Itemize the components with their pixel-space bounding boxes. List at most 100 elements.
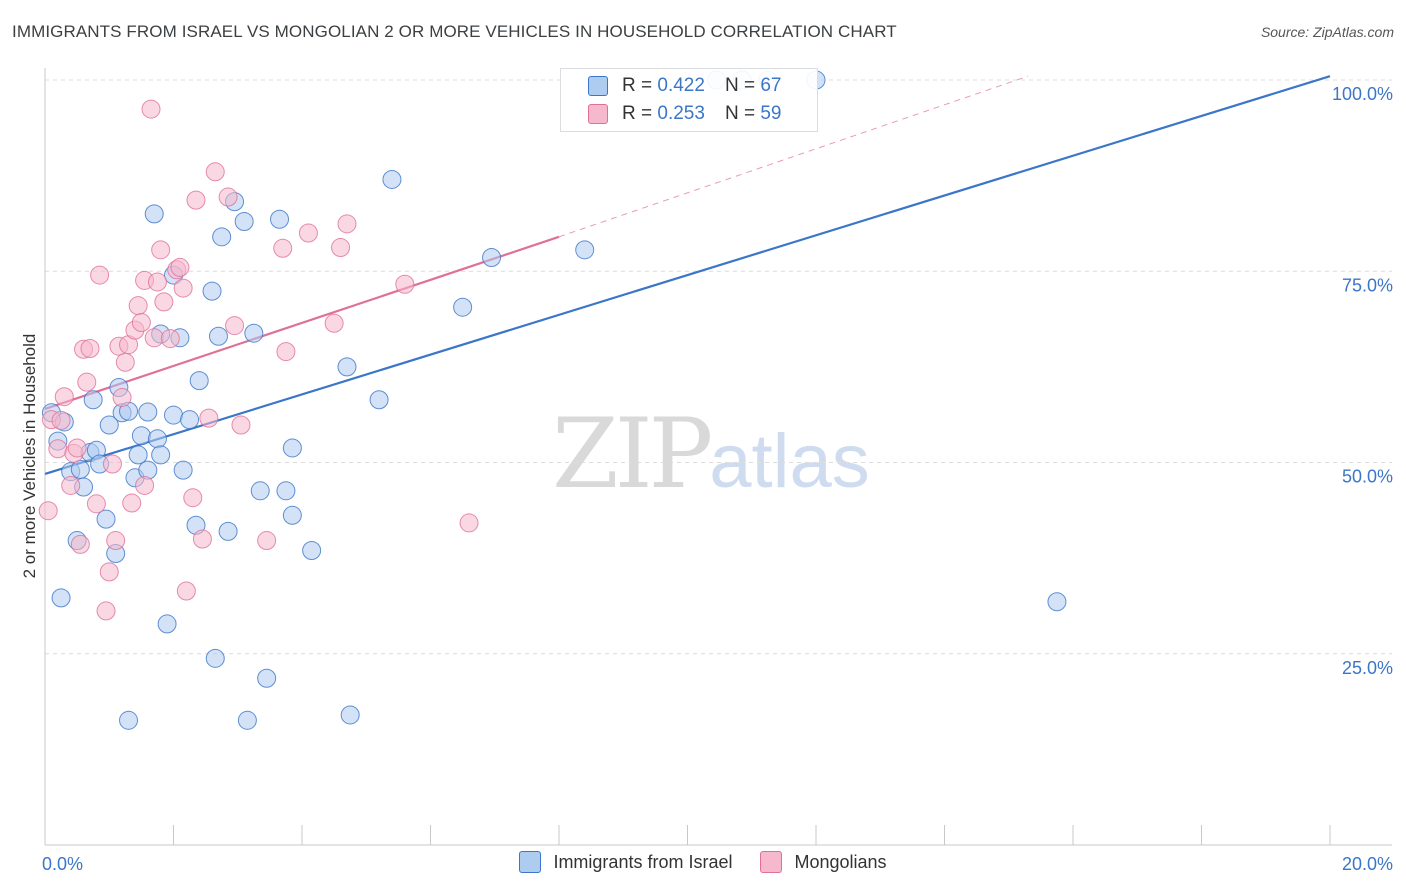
point-mongolians [96, 601, 116, 621]
point-mongolians [231, 415, 251, 435]
legend-item-israel[interactable]: Immigrants from Israel [519, 851, 732, 873]
correlation-legend: R = 0.422 N = 67 R = 0.253 N = 59 [560, 68, 818, 132]
point-mongolians [324, 313, 344, 333]
point-israel [257, 668, 277, 688]
point-israel [212, 227, 232, 247]
legend-row-mongolians: R = 0.253 N = 59 [561, 100, 781, 128]
point-israel [382, 169, 402, 189]
legend-item-mongolians[interactable]: Mongolians [760, 851, 887, 873]
point-mongolians [160, 329, 180, 349]
point-mongolians [51, 410, 71, 430]
point-mongolians [459, 513, 479, 533]
point-mongolians [147, 272, 167, 292]
legend-swatch-israel [519, 851, 542, 873]
point-mongolians [77, 372, 97, 392]
point-mongolians [225, 316, 245, 336]
y-axis-label: 2 or more Vehicles in Household [20, 333, 39, 579]
data-points [38, 70, 1067, 730]
x-tick-label: 20.0% [1342, 854, 1393, 874]
point-mongolians [205, 162, 225, 182]
legend-r-label: R = [622, 75, 653, 96]
point-mongolians [257, 531, 277, 551]
point-mongolians [54, 387, 74, 407]
point-israel [51, 588, 71, 608]
legend-r-value: 0.253 [657, 103, 705, 124]
point-israel [164, 405, 183, 425]
legend-swatch-israel [588, 76, 608, 96]
point-israel [128, 445, 148, 465]
point-israel [173, 460, 193, 480]
point-mongolians [102, 454, 122, 474]
point-israel [270, 209, 290, 229]
y-tick-label: 25.0% [1342, 658, 1393, 678]
point-mongolians [99, 562, 119, 582]
point-mongolians [154, 292, 174, 312]
point-israel [337, 357, 357, 377]
source-label: Source: ZipAtlas.com [1260, 24, 1394, 40]
chart-title: IMMIGRANTS FROM ISRAEL VS MONGOLIAN 2 OR… [12, 22, 897, 41]
point-israel [151, 445, 171, 465]
point-mongolians [170, 257, 190, 277]
point-mongolians [128, 296, 148, 316]
axes [44, 68, 1392, 846]
trend-line-israel [44, 75, 1331, 476]
point-mongolians [90, 265, 110, 285]
legend-n-label: N = [724, 103, 756, 124]
point-mongolians [331, 238, 351, 258]
point-israel [276, 481, 296, 501]
point-israel [208, 326, 228, 346]
point-israel [369, 390, 389, 410]
point-israel [147, 429, 167, 449]
point-mongolians [192, 529, 212, 549]
point-israel [83, 390, 103, 410]
point-mongolians [144, 328, 164, 348]
point-israel [119, 710, 139, 730]
point-mongolians [141, 99, 161, 119]
point-israel [99, 415, 119, 435]
point-mongolians [70, 534, 90, 554]
point-israel [234, 212, 254, 232]
series-legend: Immigrants from Israel Mongolians [0, 851, 1406, 873]
point-mongolians [151, 240, 171, 260]
legend-label-mongolians: Mongolians [794, 851, 887, 872]
watermark: ZIPatlas [552, 398, 870, 510]
point-israel [302, 540, 322, 560]
point-israel [70, 459, 90, 479]
point-israel [202, 281, 222, 301]
point-israel [250, 481, 270, 501]
point-israel [482, 247, 502, 267]
watermark-zip: ZIP [552, 398, 713, 510]
tick-labels: 25.0% 50.0% 75.0% 100.0% 0.0% 20.0% [42, 84, 1393, 874]
point-israel [189, 371, 209, 391]
legend-r-value: 0.422 [657, 75, 705, 96]
point-mongolians [131, 313, 151, 333]
point-mongolians [218, 187, 238, 207]
point-israel [157, 614, 177, 634]
point-mongolians [395, 274, 415, 294]
point-israel [218, 521, 238, 541]
point-mongolians [122, 493, 142, 513]
legend-n-label: N = [724, 75, 756, 96]
point-israel [244, 323, 264, 343]
point-mongolians [112, 387, 132, 407]
point-israel [237, 710, 257, 730]
legend-n-value: 67 [760, 75, 782, 96]
point-mongolians [186, 190, 206, 210]
point-mongolians [38, 501, 58, 521]
point-israel [180, 410, 200, 430]
point-israel [282, 438, 302, 458]
point-israel [205, 648, 225, 668]
point-mongolians [337, 214, 357, 234]
point-israel [131, 426, 151, 446]
point-mongolians [276, 342, 296, 362]
point-israel [144, 204, 164, 224]
point-mongolians [183, 488, 203, 508]
point-mongolians [61, 475, 81, 495]
point-mongolians [135, 475, 155, 495]
point-israel [96, 509, 116, 529]
legend-label-israel: Immigrants from Israel [553, 851, 733, 872]
point-israel [453, 297, 473, 317]
point-mongolians [67, 438, 87, 458]
point-israel [1047, 592, 1067, 612]
